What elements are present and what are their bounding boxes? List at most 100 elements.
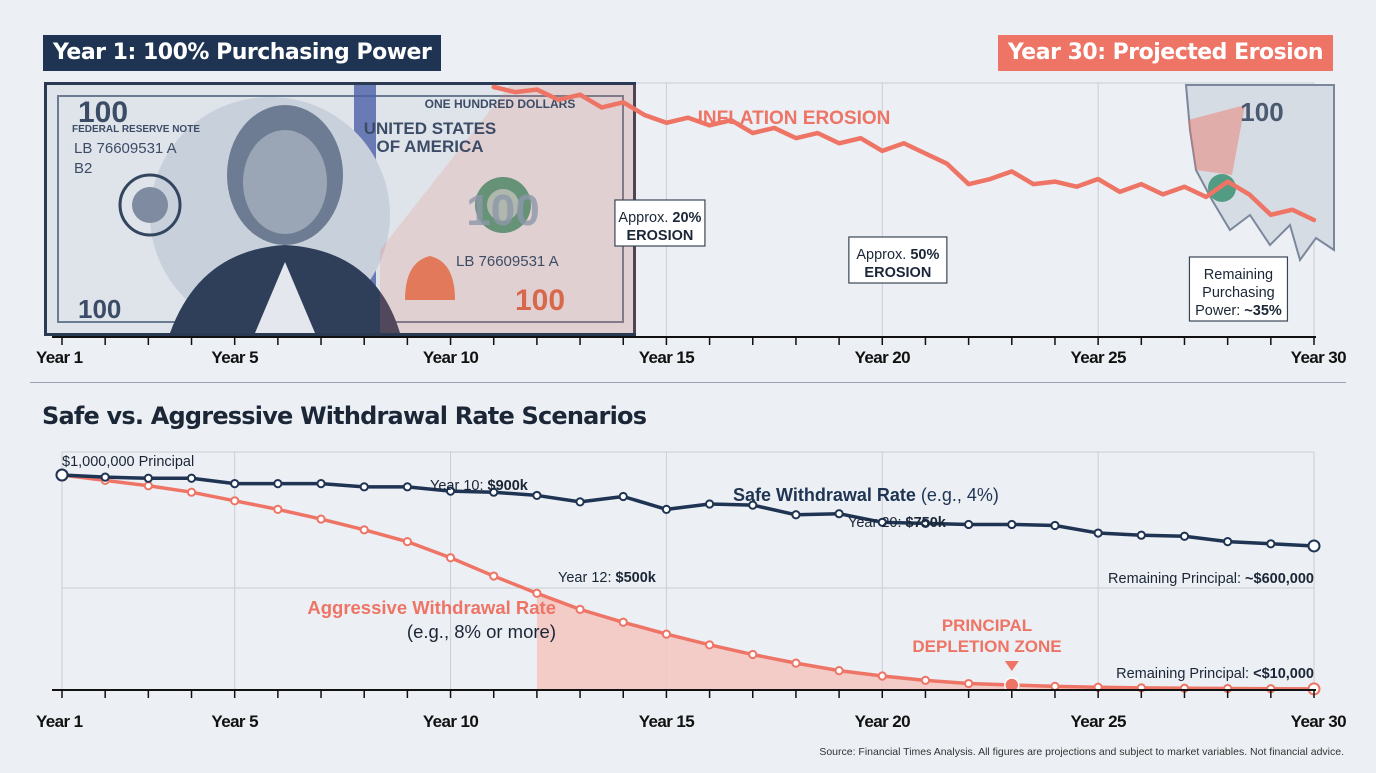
- safe-series-point: [1223, 537, 1233, 547]
- aggressive-series-name: Aggressive Withdrawal Rate: [307, 597, 556, 618]
- bill-top-text: ONE HUNDRED DOLLARS: [425, 97, 576, 111]
- safe-series-point: [618, 491, 628, 502]
- depletion-zone-area: [536, 593, 1314, 690]
- aggressive-series-point: [230, 496, 240, 506]
- year30-badge: Year 30: Projected Erosion: [997, 35, 1333, 71]
- aggressive-series-point: [618, 617, 628, 627]
- aggressive-series-point: [1050, 681, 1060, 691]
- aggressive-series-point: [143, 481, 153, 491]
- bill-liberty-bell-icon: [405, 256, 455, 300]
- year12-label: Year 12: $500k: [558, 570, 657, 586]
- torn-bill-denomination: 100: [1240, 97, 1283, 127]
- safe-series-point: [1007, 519, 1017, 530]
- callout-50-erosion-text: Approx. 50%: [856, 247, 939, 263]
- bill-portrait-face: [243, 130, 327, 234]
- safe-series-point: [230, 479, 240, 489]
- aggressive-series-point: [877, 671, 887, 681]
- safe-series-point: [704, 499, 715, 509]
- callout-50-erosion-text: EROSION: [864, 265, 931, 281]
- safe-series-name: Safe Withdrawal Rate (e.g., 4%): [733, 485, 999, 505]
- aggressive-series-point: [316, 514, 326, 524]
- aggressive-series-point: [661, 629, 672, 639]
- safe-series-point: [791, 510, 801, 520]
- aggressive-series-point: [834, 666, 844, 676]
- bill-denomination-top-left: 100: [78, 96, 128, 129]
- bottom-x-tick-label: Year 30: [1291, 712, 1347, 731]
- bill-block-letter: B2: [74, 160, 92, 177]
- hundred-dollar-bill-icon: 100 ONE HUNDRED DOLLARS FEDERAL RESERVE NO…: [44, 82, 636, 336]
- top-x-tick-label: Year 1: [36, 348, 83, 367]
- safe-series-point: [1093, 528, 1103, 538]
- aggressive-series-point: [273, 504, 283, 514]
- safe-series-point: [186, 473, 197, 483]
- top-x-tick-label: Year 20: [855, 348, 911, 367]
- depletion-marker-arrow: [1004, 661, 1019, 672]
- safe-series-line: [61, 473, 1315, 548]
- aggressive-series-point: [748, 649, 758, 660]
- callout-20-erosion-box: [614, 199, 706, 247]
- safe-series-point: [920, 518, 931, 528]
- bill-erosion-overlay: [380, 85, 636, 333]
- inflation-erosion-label: INFLATION EROSION: [698, 108, 891, 129]
- top-x-tick-label: Year 5: [211, 348, 258, 367]
- safe-series-point: [55, 468, 69, 482]
- depletion-zone-label-2: DEPLETION ZONE: [912, 637, 1061, 656]
- aggressive-series-sub: (e.g., 8% or more): [407, 621, 556, 642]
- safe-series-point: [359, 482, 369, 492]
- torn-bill-fragment-icon: 100: [1184, 84, 1335, 263]
- aggressive-series-point: [575, 604, 585, 614]
- top-x-tick-label: Year 25: [1070, 348, 1126, 367]
- bottom-x-tick-label: Year 1: [36, 712, 83, 731]
- aggressive-series-line: [61, 473, 1315, 691]
- callout-50-erosion-box: [848, 236, 948, 284]
- safe-series-point: [402, 482, 412, 492]
- bill-reserve-note: FEDERAL RESERVE NOTE: [72, 124, 200, 135]
- callout-remaining-power-text: Power: ~35%: [1195, 303, 1282, 319]
- safe-series-point: [143, 473, 153, 483]
- safe-series-point: [1050, 520, 1060, 531]
- bill-serial-right: LB 76609531 A: [456, 253, 559, 270]
- aggressive-series-point: [186, 487, 197, 497]
- section-title: Safe vs. Aggressive Withdrawal Rate Scen…: [42, 402, 647, 430]
- bottom-x-tick-label: Year 20: [855, 712, 911, 731]
- aggressive-series-point: [489, 571, 499, 581]
- safe-series-point: [964, 519, 974, 530]
- safe-series-point: [532, 490, 542, 501]
- bill-serial-left: LB 76609531 A: [74, 140, 177, 157]
- safe-series-point: [1307, 539, 1321, 553]
- principal-label: $1,000,000 Principal: [62, 454, 194, 470]
- callout-50-erosion: Approx. 50% EROSION: [848, 236, 948, 284]
- section-divider: [30, 382, 1346, 383]
- aggressive-series-point: [964, 678, 974, 689]
- year20-label: Year 20: $750k: [848, 515, 947, 531]
- aggressive-series-point: [532, 588, 542, 598]
- bill-portrait-collar: [255, 262, 315, 333]
- callout-20-erosion-text: Approx. 20%: [618, 210, 701, 226]
- bill-reserve-seal-icon: [118, 173, 182, 237]
- aggressive-series-point: [920, 675, 931, 685]
- torn-bill-paper: [1184, 84, 1335, 263]
- safe-end-label: Remaining Principal: ~$600,000: [1108, 571, 1314, 587]
- safe-series-point: [489, 487, 499, 497]
- top-x-tick-label: Year 15: [639, 348, 695, 367]
- bill-treasury-seal-center: [487, 189, 519, 221]
- aggressive-series-point: [445, 553, 456, 563]
- safe-series-point: [834, 509, 844, 519]
- bill-denomination-center: 100: [466, 186, 539, 235]
- callout-remaining-power-box: [1188, 256, 1289, 322]
- safe-series-point: [1136, 530, 1146, 540]
- callout-20-erosion: Approx. 20% EROSION: [614, 199, 706, 247]
- bottom-x-tick-label: Year 10: [423, 712, 479, 731]
- callout-remaining-power-text: Purchasing: [1202, 285, 1275, 301]
- callout-20-erosion-text: EROSION: [627, 228, 694, 244]
- bill-country-line2: OF AMERICA: [376, 137, 483, 156]
- aggressive-series-point: [359, 525, 369, 535]
- safe-series-point: [445, 486, 456, 496]
- safe-series-point: [1179, 531, 1190, 541]
- year1-badge: Year 1: 100% Purchasing Power: [43, 35, 442, 71]
- bottom-x-tick-label: Year 25: [1070, 712, 1126, 731]
- source-note: Source: Financial Times Analysis. All fi…: [819, 746, 1344, 758]
- aggressive-series-point: [704, 640, 715, 650]
- safe-series-point: [877, 517, 887, 527]
- safe-series-point: [1266, 539, 1276, 549]
